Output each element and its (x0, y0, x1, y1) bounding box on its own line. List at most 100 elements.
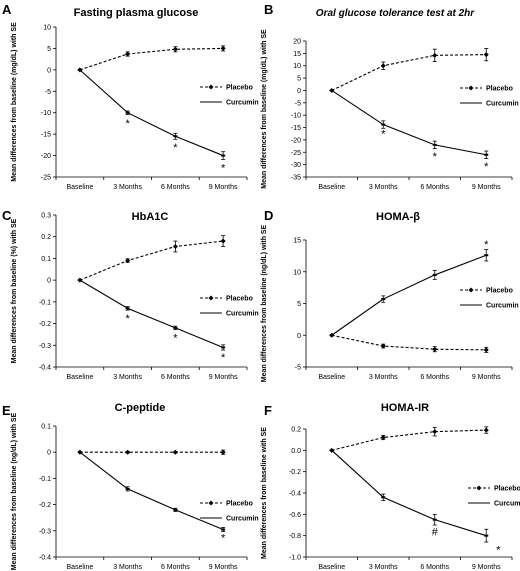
y-tick-label: -5 (295, 365, 301, 372)
y-tick-label: -10 (41, 110, 51, 117)
series-line (79, 279, 224, 348)
data-point-diamond (220, 449, 226, 455)
series-curcumin (329, 449, 489, 543)
legend-marker (208, 84, 214, 90)
series-curcumin (77, 451, 226, 532)
y-tick-label: -5 (295, 100, 301, 107)
y-tick-label: 5 (297, 76, 301, 83)
y-tick-label: -0.2 (39, 502, 51, 509)
x-tick-label: Baseline (66, 374, 93, 381)
significance-marker: * (484, 239, 489, 251)
data-point (77, 279, 82, 282)
y-axis-label: Mean differences from baseline (mg/dL) w… (261, 29, 268, 189)
y-axis-label: Mean differences from baseline with SE (261, 427, 268, 559)
data-point (173, 326, 178, 329)
data-point (329, 449, 334, 452)
data-point-diamond (483, 347, 489, 353)
series-placebo (77, 449, 226, 455)
data-point (125, 307, 130, 310)
data-point (432, 518, 437, 521)
x-tick-label: 6 Months (161, 184, 190, 191)
panel-b: B Oral glucose tolerance test at 2hr Mean … (261, 2, 519, 191)
series-line (331, 429, 487, 451)
y-tick-label: 15 (293, 238, 301, 245)
y-tick-label: 0.2 (41, 234, 51, 241)
significance-marker: * (433, 151, 438, 163)
series-line (331, 254, 487, 336)
x-tick-label: 6 Months (420, 564, 449, 571)
chart-title: HOMA-IR (381, 402, 429, 414)
legend-label: Curcumin (226, 100, 259, 107)
x-tick-label: 6 Months (161, 374, 190, 381)
panel-c: C HbA1C Mean differences from baseline (%)… (2, 208, 259, 381)
data-point (221, 346, 226, 349)
x-tick-label: 3 Months (113, 184, 142, 191)
data-point (484, 153, 489, 156)
x-tick-label: 9 Months (472, 374, 501, 381)
data-point-diamond (125, 449, 131, 455)
panel-letter: C (2, 208, 12, 223)
data-point (432, 143, 437, 146)
y-tick-label: -35 (291, 175, 301, 182)
y-tick-label: -0.8 (289, 533, 301, 540)
significance-marker: * (496, 545, 501, 557)
significance-marker: * (125, 118, 130, 130)
y-tick-label: 0 (297, 88, 301, 95)
y-tick-label: -0.1 (39, 476, 51, 483)
panel-letter: A (2, 2, 12, 17)
y-tick-label: 0.1 (41, 256, 51, 263)
legend-label: Curcumin (494, 501, 520, 508)
y-tick-label: 20 (293, 39, 301, 46)
y-tick-label: 10 (293, 269, 301, 276)
data-point (221, 154, 226, 157)
y-axis-label: Mean differences from baseline (ng/dL) w… (11, 412, 18, 570)
data-point-diamond (483, 52, 489, 58)
y-tick-label: -25 (41, 175, 51, 182)
legend: Placebo Curcumin (468, 485, 520, 508)
significance-marker: * (221, 163, 226, 175)
data-point (77, 451, 82, 454)
y-tick-label: 0 (47, 67, 51, 74)
significance-marker: * (381, 129, 386, 141)
y-tick-label: -0.1 (39, 299, 51, 306)
data-point (329, 89, 334, 92)
series-line (331, 449, 487, 537)
x-tick-label: 9 Months (209, 184, 238, 191)
legend-marker (468, 85, 474, 91)
x-tick-label: Baseline (318, 374, 345, 381)
legend-label: Curcumin (486, 303, 519, 310)
y-tick-label: -0.3 (39, 343, 51, 350)
y-tick-label: -1.0 (289, 555, 301, 562)
y-tick-label: 0 (297, 333, 301, 340)
y-tick-label: -30 (291, 162, 301, 169)
legend-marker (208, 500, 214, 506)
data-point-diamond (125, 51, 131, 57)
series-placebo (329, 426, 489, 453)
data-point-diamond (380, 63, 386, 69)
data-point-diamond (172, 449, 178, 455)
y-tick-label: -0.4 (39, 555, 51, 562)
significance-marker: * (125, 313, 130, 325)
significance-marker: # (432, 526, 439, 538)
series-line (79, 451, 224, 530)
y-tick-label: -0.2 (289, 469, 301, 476)
series-line (331, 334, 487, 351)
x-tick-label: 9 Months (209, 374, 238, 381)
panel-letter: B (264, 2, 273, 17)
legend-marker (208, 295, 214, 301)
panel-letter: E (2, 403, 11, 418)
data-point-diamond (483, 427, 489, 433)
data-point (381, 123, 386, 126)
data-point-diamond (432, 346, 438, 352)
data-point-diamond (172, 243, 178, 249)
y-tick-label: -15 (291, 125, 301, 132)
x-tick-label: 3 Months (369, 374, 398, 381)
data-point (125, 111, 130, 114)
data-point (77, 68, 82, 71)
y-axis-label: Mean differences from baseline (ng/dL) w… (261, 224, 268, 382)
y-tick-label: -0.4 (289, 491, 301, 498)
x-tick-label: 6 Months (420, 184, 449, 191)
y-tick-label: 5 (47, 46, 51, 53)
series-placebo (77, 235, 226, 283)
